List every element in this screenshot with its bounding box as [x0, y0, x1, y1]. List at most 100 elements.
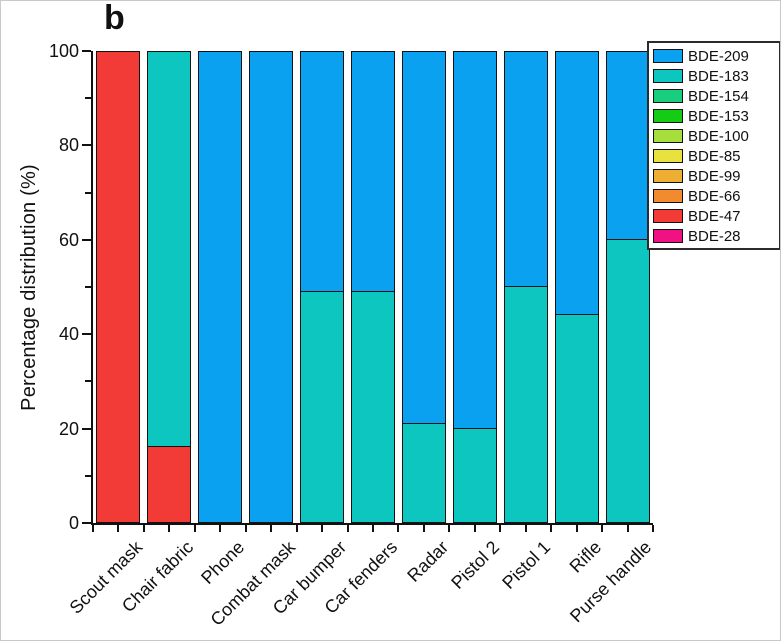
bar-pistol-2: [452, 51, 497, 523]
x-axis-tick: [652, 525, 654, 532]
x-axis-tick: [346, 525, 349, 532]
x-axis-tick: [219, 525, 222, 532]
bar-segment-bde-47: [96, 51, 141, 523]
legend-item-bde-209: BDE-209: [649, 46, 779, 66]
legend-swatch: [653, 109, 683, 123]
legend-swatch: [653, 89, 683, 103]
legend-swatch: [653, 49, 683, 63]
bar-segment-bde-183: [554, 315, 599, 523]
x-axis-tick: [142, 525, 145, 532]
bar-segment-bde-209: [554, 51, 599, 316]
x-axis-tick: [92, 525, 94, 532]
x-axis-tick: [168, 525, 171, 532]
x-axis-tick: [601, 525, 604, 532]
bar-purse-handle: [605, 51, 650, 523]
bar-segment-bde-209: [452, 51, 497, 429]
x-axis-tick: [372, 525, 374, 532]
x-category-label-text: Radar: [403, 537, 453, 586]
panel-label: b: [104, 0, 125, 37]
bar-segment-bde-183: [401, 423, 446, 523]
legend-label: BDE-100: [688, 127, 749, 145]
plot-area: 0 20 40 60 80 100 Scout mask Chair fabric Phone C…: [49, 41, 656, 630]
legend-label: BDE-28: [688, 227, 741, 245]
legend-swatch: [653, 189, 683, 203]
x-category-label-text: Pistol 2: [447, 537, 503, 593]
legend-label: BDE-66: [688, 187, 741, 205]
bar-segment-bde-47: [147, 447, 192, 523]
y-axis-minor-tick: [85, 474, 91, 477]
x-axis-tick: [499, 525, 502, 532]
y-axis-tick-label: 80: [58, 135, 79, 156]
x-axis-tick: [244, 525, 247, 532]
x-axis-tick: [626, 525, 629, 532]
legend-label: BDE-154: [688, 87, 749, 105]
legend-item-bde-85: BDE-85: [649, 146, 779, 166]
legend-label: BDE-209: [688, 47, 749, 65]
x-axis-tick: [473, 525, 476, 532]
legend-label: BDE-183: [688, 67, 749, 85]
x-category-label-text: Rifle: [565, 537, 605, 577]
legend-item-bde-100: BDE-100: [649, 126, 779, 146]
legend-label: BDE-47: [688, 207, 741, 225]
legend-swatch: [653, 149, 683, 163]
legend-item-bde-183: BDE-183: [649, 66, 779, 86]
legend-swatch: [653, 69, 683, 83]
bar-segment-bde-209: [198, 51, 243, 523]
bar-car-fenders: [351, 51, 395, 523]
bar-car-bumper: [300, 51, 345, 523]
x-axis-tick: [524, 525, 527, 532]
y-axis-tick-label: 0: [68, 513, 79, 533]
bar-segment-bde-183: [605, 239, 650, 523]
bar-segment-bde-183: [147, 51, 192, 448]
x-axis-tick: [193, 525, 196, 532]
bar-segment-bde-183: [503, 287, 548, 523]
legend-box: BDE-209 BDE-183 BDE-154 BDE-153 BDE-100 BDE-8…: [647, 41, 780, 250]
y-axis-major-tick: [82, 238, 91, 241]
bar-segment-bde-209: [605, 51, 650, 240]
y-axis-tick-label: 20: [58, 418, 79, 439]
bar-rifle: [554, 51, 599, 523]
x-axis-tick: [422, 525, 425, 532]
y-axis-minor-tick: [85, 380, 91, 383]
y-axis-major-tick: [82, 522, 91, 524]
x-axis-tick: [295, 525, 298, 532]
bar-pistol-1: [503, 51, 548, 523]
bar-segment-bde-209: [300, 51, 345, 292]
bar-segment-bde-209: [401, 51, 446, 424]
y-axis-tick-label: 60: [58, 229, 79, 250]
bar-segment-bde-209: [249, 51, 294, 523]
x-axis-tick: [550, 525, 553, 532]
y-axis-minor-tick: [85, 286, 91, 288]
legend-label: BDE-99: [688, 167, 741, 185]
legend-swatch: [653, 129, 683, 143]
y-axis-minor-tick: [85, 191, 91, 194]
y-axis-major-tick: [82, 144, 91, 147]
bar-chair-fabric: [147, 51, 192, 523]
legend-swatch: [653, 209, 683, 223]
bar-radar: [401, 51, 446, 523]
x-axis-tick: [270, 525, 273, 532]
legend-label: BDE-153: [688, 107, 749, 125]
bar-scout-mask: [96, 51, 141, 523]
bar-segment-bde-209: [351, 51, 395, 292]
y-axis-title-text: Percentage distribution (%): [17, 163, 40, 411]
legend-item-bde-153: BDE-153: [649, 106, 779, 126]
legend-item-bde-47: BDE-47: [649, 206, 779, 226]
legend-item-bde-28: BDE-28: [649, 226, 779, 246]
legend-swatch: [653, 229, 683, 243]
y-axis-tick-label: 40: [58, 324, 79, 345]
x-axis-tick: [448, 525, 451, 532]
bar-segment-bde-209: [503, 51, 548, 287]
legend-item-bde-99: BDE-99: [649, 166, 779, 186]
x-axis-tick: [321, 525, 324, 532]
y-axis-major-tick: [82, 50, 91, 52]
x-category-label-text: Pistol 1: [497, 537, 554, 593]
x-axis-tick: [117, 525, 120, 532]
y-axis-tick-label: 100: [48, 41, 79, 61]
bar-phone: [198, 51, 243, 523]
legend-swatch: [653, 169, 683, 183]
y-axis-minor-tick: [85, 97, 91, 100]
bar-segment-bde-183: [351, 291, 395, 523]
y-axis-title: Percentage distribution (%): [7, 51, 51, 523]
